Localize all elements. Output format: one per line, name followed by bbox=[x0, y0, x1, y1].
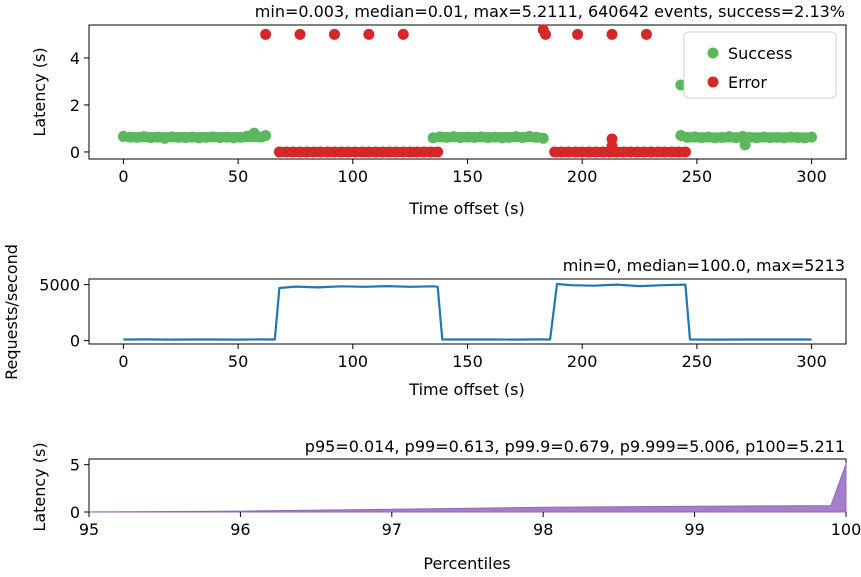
chart3-y-ticks: 05 bbox=[70, 456, 89, 522]
error-point bbox=[572, 28, 584, 40]
x-tick-label: 0 bbox=[118, 352, 128, 371]
legend-success-marker bbox=[707, 47, 719, 59]
chart1-y-label: Latency (s) bbox=[30, 47, 49, 136]
chart1-title: min=0.003, median=0.01, max=5.2111, 6406… bbox=[255, 2, 845, 21]
error-point bbox=[397, 28, 409, 40]
chart2-x-label: Time offset (s) bbox=[408, 380, 524, 399]
y-tick-label: 5 bbox=[70, 456, 80, 475]
y-tick-label: 5000 bbox=[39, 276, 80, 295]
chart3-axes-frame bbox=[88, 458, 847, 513]
error-point bbox=[294, 28, 306, 40]
error-point bbox=[640, 28, 652, 40]
y-tick-label: 4 bbox=[70, 49, 80, 68]
x-tick-label: 150 bbox=[452, 167, 483, 186]
x-tick-label: 95 bbox=[79, 520, 99, 539]
x-tick-label: 100 bbox=[831, 520, 861, 539]
x-tick-label: 0 bbox=[118, 167, 128, 186]
success-dense-band bbox=[680, 132, 812, 143]
error-point bbox=[539, 28, 551, 40]
chart3-plot-marks bbox=[88, 462, 847, 513]
x-tick-label: 100 bbox=[338, 352, 369, 371]
success-dense-band bbox=[123, 132, 266, 143]
chart2-title: min=0, median=100.0, max=5213 bbox=[563, 256, 845, 275]
y-tick-label: 0 bbox=[70, 143, 80, 162]
error-dense-band bbox=[275, 146, 442, 157]
latency-scatter-panel: min=0.003, median=0.01, max=5.2111, 6406… bbox=[30, 2, 847, 218]
x-tick-label: 100 bbox=[338, 167, 369, 186]
x-tick-label: 200 bbox=[567, 352, 598, 371]
legend-box bbox=[683, 31, 837, 99]
chart1-legend: Success Error bbox=[683, 31, 837, 99]
chart3-title: p95=0.014, p99=0.613, p99.9=0.679, p9.99… bbox=[305, 437, 845, 456]
latency-percentiles-panel: p95=0.014, p99=0.613, p99.9=0.679, p9.99… bbox=[30, 437, 861, 573]
chart2-plot-marks bbox=[123, 282, 812, 341]
requests-per-second-panel: min=0, median=100.0, max=5213 0 50 100 150 2… bbox=[2, 244, 847, 399]
chart1-plot-marks bbox=[117, 24, 818, 158]
x-tick-label: 50 bbox=[228, 167, 248, 186]
chart1-x-label: Time offset (s) bbox=[408, 199, 524, 218]
x-tick-label: 96 bbox=[230, 520, 250, 539]
x-tick-label: 300 bbox=[796, 352, 827, 371]
error-point bbox=[260, 28, 272, 40]
percentile-area bbox=[88, 462, 847, 513]
x-tick-label: 200 bbox=[567, 167, 598, 186]
chart2-x-ticks: 0 50 100 150 200 250 300 bbox=[118, 344, 827, 371]
x-tick-label: 99 bbox=[684, 520, 704, 539]
x-tick-label: 150 bbox=[452, 352, 483, 371]
legend-error-marker bbox=[707, 76, 719, 88]
x-tick-label: 50 bbox=[228, 352, 248, 371]
chart3-y-label: Latency (s) bbox=[30, 442, 49, 531]
y-tick-label: 2 bbox=[70, 96, 80, 115]
x-tick-label: 98 bbox=[533, 520, 553, 539]
requests-line bbox=[123, 282, 812, 341]
x-tick-label: 97 bbox=[382, 520, 402, 539]
x-tick-label: 250 bbox=[682, 167, 713, 186]
chart1-x-ticks: 0 50 100 150 200 250 300 bbox=[118, 159, 827, 186]
error-point bbox=[606, 28, 618, 40]
y-tick-label: 0 bbox=[70, 503, 80, 522]
chart3-x-label: Percentiles bbox=[423, 554, 510, 573]
x-tick-label: 300 bbox=[796, 167, 827, 186]
y-tick-label: 0 bbox=[70, 332, 80, 351]
legend-error-label: Error bbox=[728, 73, 767, 92]
chart1-y-ticks: 0 2 4 bbox=[70, 49, 89, 162]
x-tick-label: 250 bbox=[682, 352, 713, 371]
chart2-y-label: Requests/second bbox=[2, 244, 21, 380]
error-dense-band bbox=[550, 146, 690, 157]
success-dense-band bbox=[433, 132, 544, 143]
chart3-x-ticks: 95 96 97 98 99 100 bbox=[79, 512, 861, 539]
chart2-y-ticks: 0 5000 bbox=[39, 276, 89, 351]
legend-success-label: Success bbox=[728, 44, 792, 63]
error-point bbox=[363, 28, 375, 40]
chart2-axes-frame bbox=[88, 278, 847, 345]
error-point bbox=[328, 28, 340, 40]
